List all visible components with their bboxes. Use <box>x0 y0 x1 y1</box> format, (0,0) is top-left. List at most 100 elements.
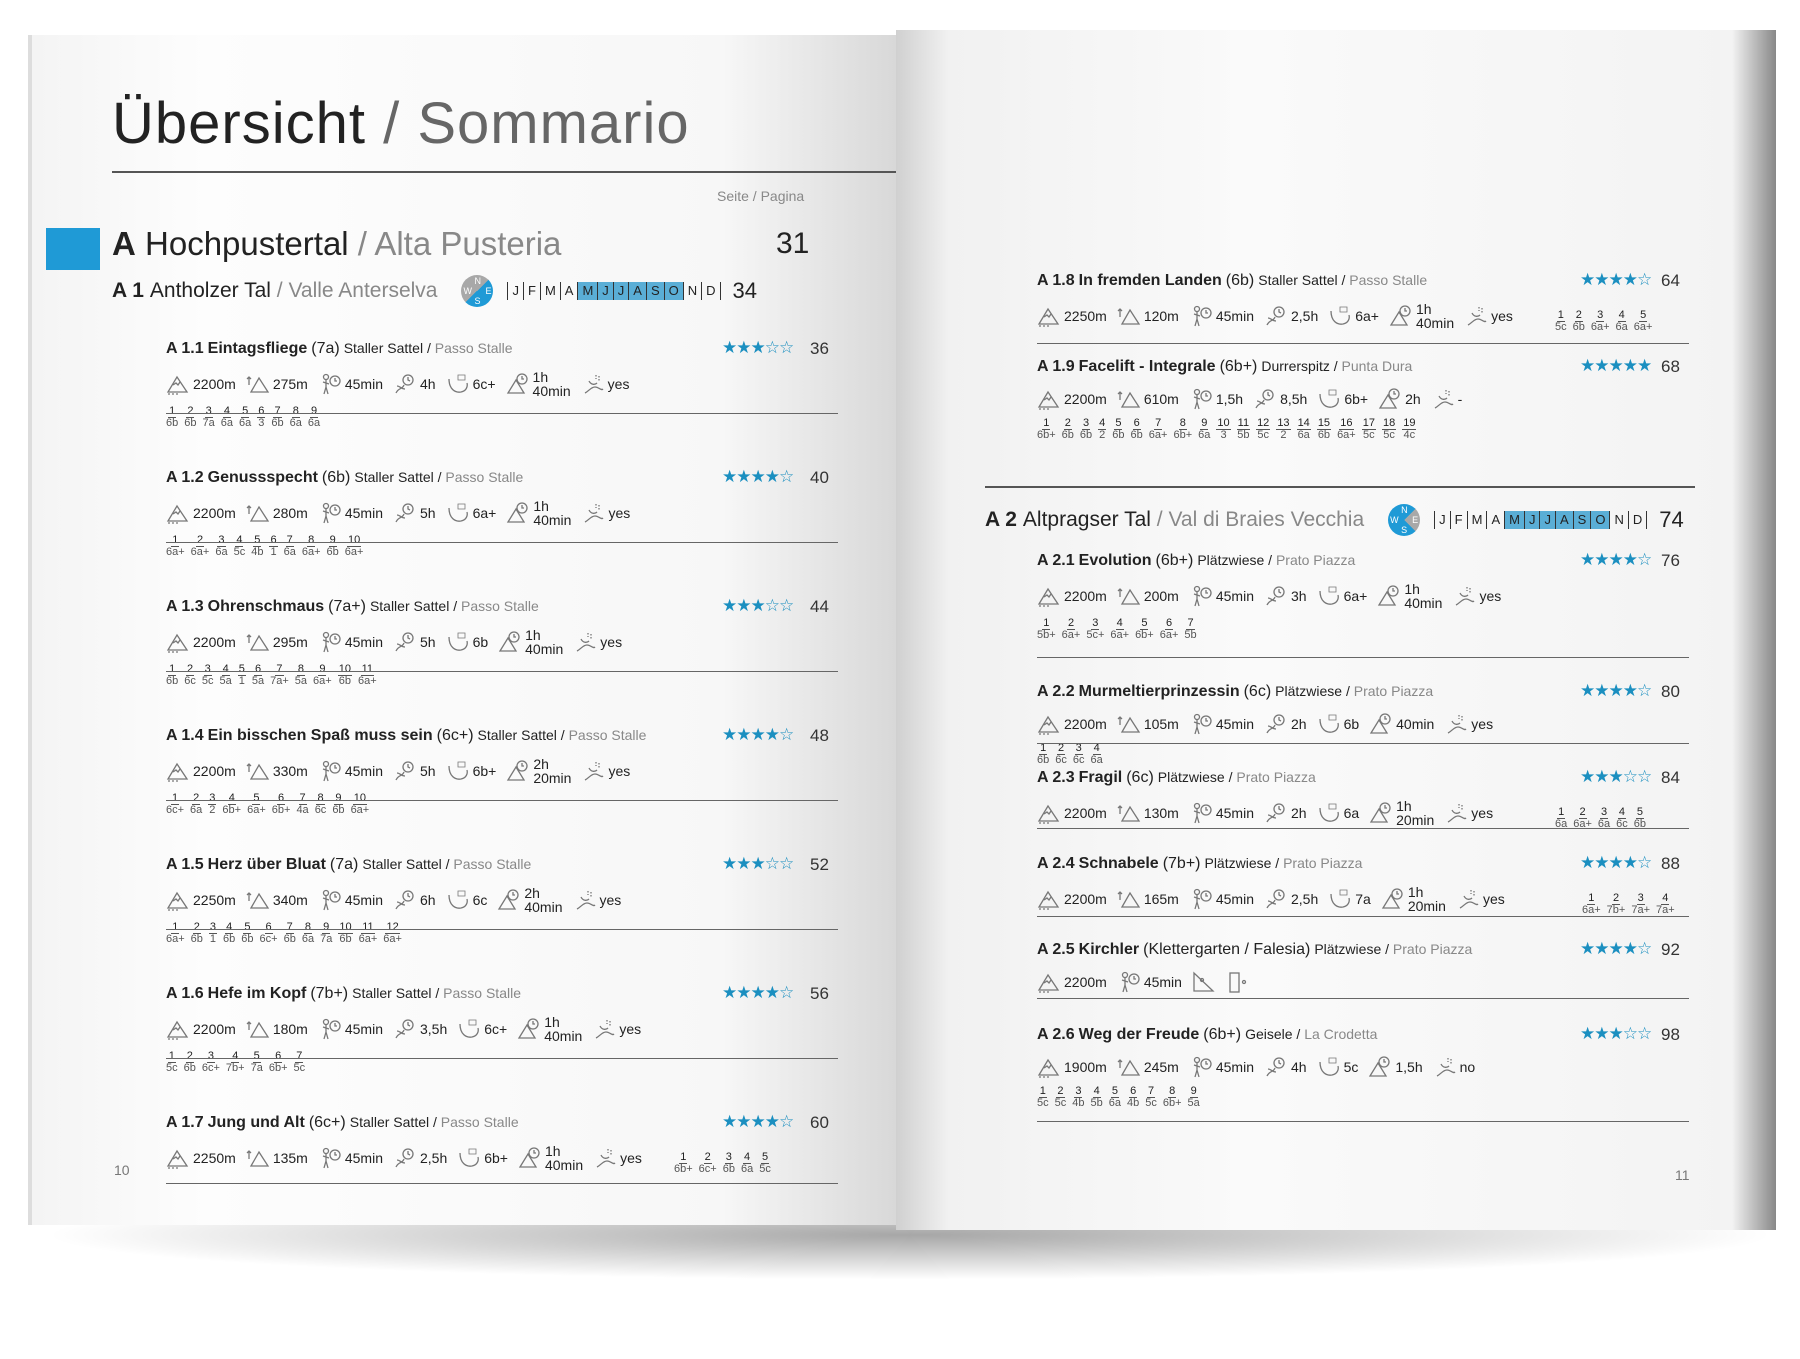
stat-height-gain: 245m <box>1117 1056 1179 1078</box>
pitch-number: 4 <box>1617 309 1626 322</box>
stat-altitude: 2200m <box>1037 388 1107 410</box>
stat-altitude: 2250m <box>166 1147 236 1169</box>
route-entry[interactable]: A 1.2 Genussspecht (6b) Staller Sattel / Pa… <box>166 469 630 558</box>
pitch: 2 6a+ <box>1062 618 1081 641</box>
route-entry[interactable]: A 1.9 Facelift - Integrale (6b+) Durrerspit… <box>1037 358 1462 441</box>
month-3: M <box>541 282 561 300</box>
stat-value: 7a <box>1355 891 1371 907</box>
pitch-number: 3 <box>1074 1085 1083 1098</box>
route-code: A 2.1 <box>1037 552 1075 569</box>
route-entry[interactable]: A 2.1 Evolution (6b+) Plätzwiese / Prato Pi… <box>1037 552 1501 641</box>
stat-value: 6c+ <box>472 376 496 392</box>
abseil-icon <box>596 1020 615 1039</box>
valley-name-de: Altpragser Tal <box>1022 508 1151 531</box>
pitch-grade: 6b+ <box>674 1163 693 1175</box>
stat-abseil: yes <box>581 373 629 395</box>
route-name[interactable]: Ein bisschen Spaß muss sein <box>207 727 433 744</box>
route-name[interactable]: Kirchler <box>1078 941 1140 958</box>
route-title: A 1.9 Facelift - Integrale (6b+) Durrerspit… <box>1037 358 1462 376</box>
route-title: A 2.5 Kirchler (Klettergarten / Falesia) Pl… <box>1037 941 1472 959</box>
route-entry[interactable]: A 1.7 Jung und Alt (6c+) Staller Sattel / P… <box>166 1114 771 1175</box>
abseil-icon <box>576 891 595 910</box>
route-entry[interactable]: A 1.6 Hefe im Kopf (7b+) Staller Sattel / P… <box>166 985 641 1074</box>
pitch: 8 6a <box>290 406 302 429</box>
stat-value: 8,5h <box>1280 391 1308 407</box>
pitch-grade: 1 <box>270 546 277 558</box>
abseil-icon <box>596 1149 616 1168</box>
route-entry[interactable]: A 2.5 Kirchler (Klettergarten / Falesia) Pl… <box>1037 941 1472 993</box>
valley-heading-a1: A 1 Antholzer Tal / Valle Anterselva N W E S J… <box>112 275 757 307</box>
stat-climbing-time: 8,5h <box>1253 388 1307 410</box>
pitch-list: 1 5b+ 2 6a+ 3 5c+ 4 6a+ 5 6b+ 6 6a+ 7 5b <box>1037 618 1501 641</box>
pitch-number: 6 <box>253 663 263 676</box>
descent-icon <box>518 1147 540 1168</box>
route-entry[interactable]: A 2.4 Schnabele (7b+) Plätzwiese / Prato Pi… <box>1037 855 1675 916</box>
stat-approach: 45min <box>318 1147 383 1169</box>
stat-obligatory-grade: 6b <box>446 631 488 653</box>
route-grade: (6b+) <box>1203 1026 1242 1043</box>
route-name[interactable]: Ohrenschmaus <box>207 598 325 615</box>
pitch-number: 6 <box>1132 417 1141 430</box>
descent-icon <box>498 889 520 910</box>
route-name[interactable]: Weg der Freude <box>1078 1026 1200 1043</box>
route-location: Staller Sattel / Passo Stalle <box>1258 272 1428 288</box>
route-grade: (7b+) <box>1162 855 1201 872</box>
abseil-icon <box>585 504 604 523</box>
route-name[interactable]: Hefe im Kopf <box>207 985 307 1002</box>
pitch: 9 7a <box>320 922 332 945</box>
route-location: Plätzwiese / Prato Piazza <box>1197 552 1356 568</box>
route-name[interactable]: Genussspecht <box>207 469 318 486</box>
star-rating: ★★★☆☆ <box>722 338 794 357</box>
route-name[interactable]: Murmeltierprinzessin <box>1078 683 1240 700</box>
pitch-grade: 1 <box>238 675 245 687</box>
route-entry[interactable]: A 1.1 Eintagsfliege (7a) Staller Sattel / P… <box>166 340 629 429</box>
stat-obligatory-grade: 7a <box>1328 888 1371 910</box>
route-entry[interactable]: A 2.6 Weg der Freude (6b+) Geisele / La Cro… <box>1037 1026 1475 1109</box>
route-name[interactable]: Fragil <box>1078 769 1123 786</box>
approach-icon <box>1193 1056 1212 1078</box>
route-entry[interactable]: A 2.3 Fragil (6c) Plätzwiese / Prato Piazza… <box>1037 769 1646 830</box>
pitch-number: 9 <box>1189 1085 1198 1098</box>
route-name[interactable]: Eintagsfliege <box>207 340 308 357</box>
route-entry[interactable]: A 2.2 Murmeltierprinzessin (6c) Plätzwiese … <box>1037 683 1493 766</box>
pitch: 2 6c+ <box>699 1152 717 1175</box>
month-1: J <box>1435 511 1451 529</box>
route-name[interactable]: Evolution <box>1078 552 1152 569</box>
route-name[interactable]: Jung und Alt <box>207 1114 305 1131</box>
route-entry[interactable]: A 1.8 In fremden Landen (6b) Staller Sattel… <box>1037 272 1652 333</box>
route-stats: 2200m 45min <box>1037 971 1472 993</box>
pitch-number: 1 <box>1042 417 1051 430</box>
route-entry[interactable]: A 1.4 Ein bisschen Spaß muss sein (6c+) Sta… <box>166 727 646 816</box>
stat-value: yes <box>1482 891 1505 907</box>
route-name[interactable]: In fremden Landen <box>1078 272 1222 289</box>
route-page: 40 <box>810 468 829 487</box>
pitch: 4 6c <box>1616 807 1628 830</box>
stat-value: 6c+ <box>484 1021 508 1037</box>
route-name[interactable]: Schnabele <box>1078 855 1159 872</box>
stat-climbing-time: 2,5h <box>1264 888 1318 910</box>
route-entry[interactable]: A 1.3 Ohrenschmaus (7a+) Staller Sattel / P… <box>166 598 622 687</box>
pitch-number: 4 <box>235 534 244 547</box>
pitch: 6 6b+ <box>272 793 291 816</box>
route-name[interactable]: Facelift - Integrale <box>1078 358 1216 375</box>
route-stats: 2200m 130m 45min 2h 6a 1h 20min yes <box>1037 799 1493 827</box>
pitch: 5 6a <box>239 406 251 429</box>
pitch-grade: 6a <box>1090 754 1103 766</box>
star-rating: ★★★★☆ <box>722 983 794 1002</box>
route-entry[interactable]: A 1.5 Herz über Bluat (7a) Staller Sattel /… <box>166 856 621 945</box>
pitch-grade: 6c+ <box>259 933 278 945</box>
stat-descent: 1h 40min <box>518 1144 583 1172</box>
pitch-number: 3 <box>206 1050 215 1063</box>
pitch-grade: 6b+ <box>1037 429 1056 441</box>
route-name[interactable]: Herz über Bluat <box>207 856 326 873</box>
stat-value: yes <box>608 505 631 521</box>
route-location: Staller Sattel / Passo Stalle <box>362 856 532 872</box>
height-gain-icon <box>246 763 270 780</box>
pitch-grade: 7a <box>202 417 215 429</box>
abseil-icon <box>584 375 604 394</box>
pitch-number: 1 <box>168 663 177 676</box>
pitch-grade: 5a <box>1187 1097 1200 1109</box>
